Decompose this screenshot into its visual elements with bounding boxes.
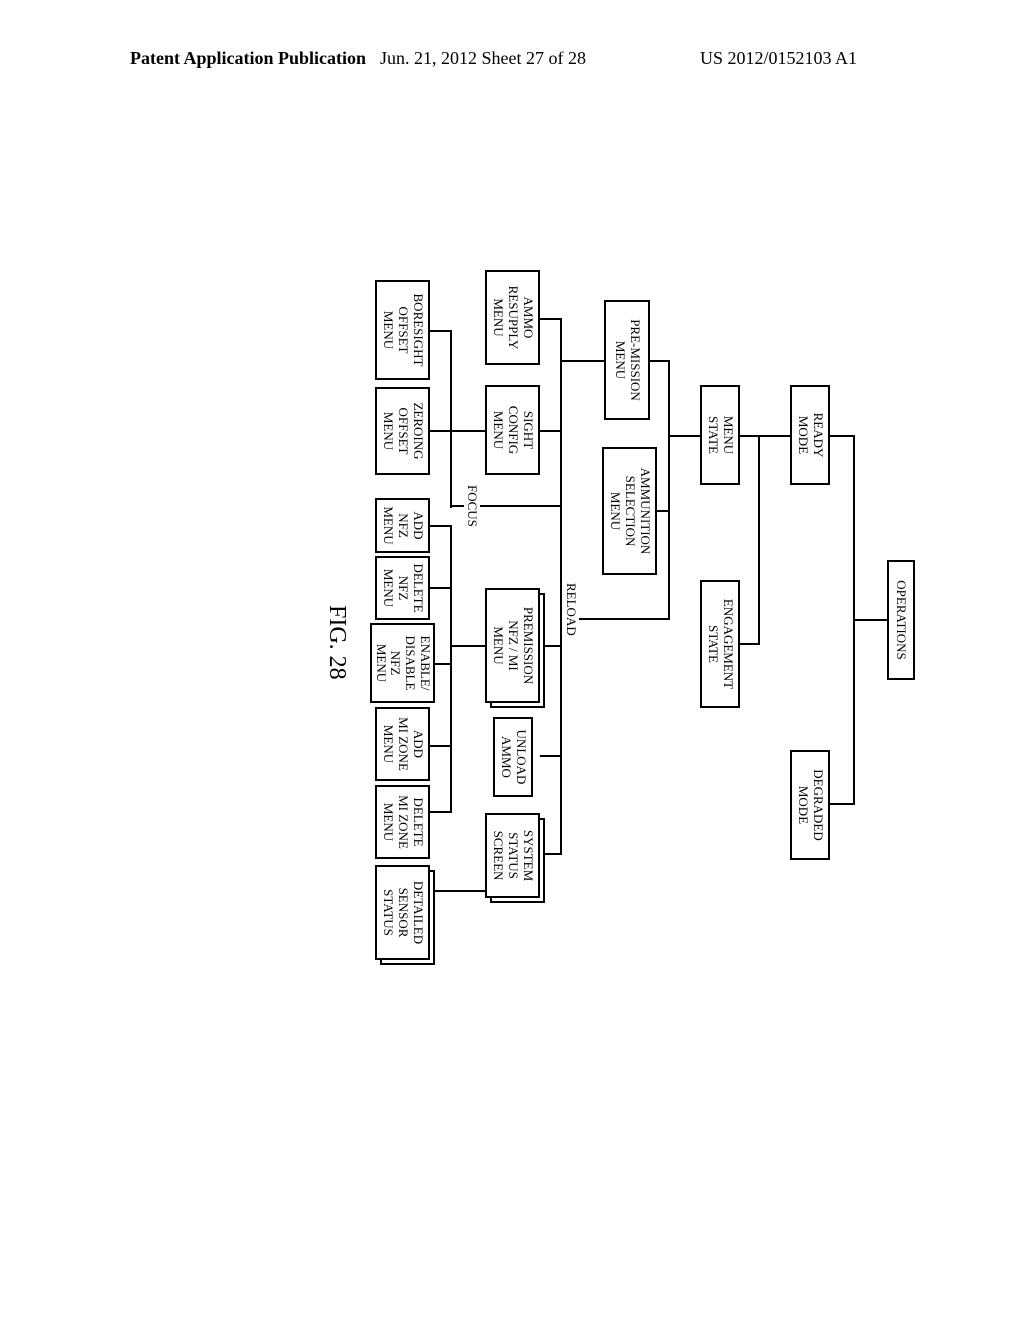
connector — [570, 618, 670, 620]
node-label: SIGHT CONFIG MENU — [490, 406, 535, 454]
node-label: ADD MI ZONE MENU — [380, 717, 425, 771]
connector — [430, 745, 452, 747]
node-label: ZEROING OFFSET MENU — [380, 402, 425, 459]
header-right: US 2012/0152103 A1 — [700, 48, 857, 69]
connector — [855, 619, 887, 621]
edge-label-focus: FOCUS — [464, 485, 480, 527]
node-ammo-selection-menu: AMMUNITION SELECTION MENU — [602, 447, 657, 575]
node-operations: OPERATIONS — [887, 560, 915, 680]
node-ammo-resupply: AMMO RESUPPLY MENU — [485, 270, 540, 365]
connector — [430, 430, 452, 432]
node-engagement-state: ENGAGEMENT STATE — [700, 580, 740, 708]
connector — [430, 330, 452, 332]
connector — [430, 811, 452, 813]
node-unload-ammo: UNLOAD AMMO — [493, 717, 533, 797]
connector — [452, 645, 485, 647]
figure-label: FIG. 28 — [323, 605, 350, 680]
node-add-mi-zone: ADD MI ZONE MENU — [375, 707, 430, 781]
node-label: ENABLE/ DISABLE NFZ MENU — [373, 636, 433, 691]
connector — [450, 330, 452, 508]
node-enable-disable-nfz: ENABLE/ DISABLE NFZ MENU — [370, 623, 435, 703]
header-center: Jun. 21, 2012 Sheet 27 of 28 — [380, 48, 586, 69]
node-delete-mi-zone: DELETE MI ZONE MENU — [375, 785, 430, 859]
connector — [452, 430, 485, 432]
connector — [668, 360, 670, 620]
node-sight-config: SIGHT CONFIG MENU — [485, 385, 540, 475]
node-delete-nfz: DELETE NFZ MENU — [375, 556, 430, 620]
connector — [430, 587, 452, 589]
connector — [450, 525, 452, 813]
node-label: BORESIGHT OFFSET MENU — [380, 294, 425, 367]
node-label: ADD NFZ MENU — [380, 506, 425, 544]
connector — [540, 430, 562, 432]
node-label: SYSTEM STATUS SCREEN — [490, 830, 535, 881]
node-label: UNLOAD AMMO — [498, 730, 528, 785]
connector — [540, 853, 562, 855]
node-boresight-offset: BORESIGHT OFFSET MENU — [375, 280, 430, 380]
node-degraded-mode: DEGRADED MODE — [790, 750, 830, 860]
node-label: AMMO RESUPPLY MENU — [490, 286, 535, 350]
connector — [562, 360, 604, 362]
node-label: ENGAGEMENT STATE — [705, 599, 735, 689]
node-label: PREMISSION NFZ / MI MENU — [490, 607, 535, 684]
node-detailed-sensor: DETAILED SENSOR STATUS — [375, 865, 430, 960]
connector — [853, 435, 855, 805]
connector — [830, 435, 855, 437]
connector — [740, 643, 760, 645]
connector — [760, 435, 790, 437]
connector — [758, 435, 760, 645]
connector — [430, 525, 452, 527]
connector — [540, 645, 562, 647]
node-label: DEGRADED MODE — [795, 769, 825, 841]
node-label: DELETE NFZ MENU — [380, 563, 425, 612]
header-left: Patent Application Publication — [130, 48, 366, 69]
node-label: MENU STATE — [705, 416, 735, 454]
node-ready-mode: READY MODE — [790, 385, 830, 485]
node-menu-state: MENU STATE — [700, 385, 740, 485]
edge-label-reload: RELOAD — [563, 583, 579, 636]
connector — [430, 890, 485, 892]
node-system-status: SYSTEM STATUS SCREEN — [485, 813, 540, 898]
connector — [740, 435, 760, 437]
node-premission-menu: PRE-MISSION MENU — [604, 300, 650, 420]
node-premission-nfz-mi: PREMISSION NFZ / MI MENU — [485, 588, 540, 703]
node-label: PRE-MISSION MENU — [612, 319, 642, 401]
node-add-nfz: ADD NFZ MENU — [375, 498, 430, 553]
tree-diagram: OPERATIONS READY MODE DEGRADED MODE MENU… — [65, 305, 915, 925]
connector — [540, 755, 562, 757]
connector — [650, 360, 670, 362]
node-label: READY MODE — [795, 413, 825, 458]
node-label: AMMUNITION SELECTION MENU — [607, 468, 652, 555]
connector — [560, 318, 562, 855]
node-zeroing-offset: ZEROING OFFSET MENU — [375, 387, 430, 475]
connector — [830, 803, 855, 805]
node-label: DETAILED SENSOR STATUS — [380, 881, 425, 944]
connector — [670, 435, 700, 437]
connector — [540, 318, 562, 320]
node-label: DELETE MI ZONE MENU — [380, 795, 425, 849]
node-label: OPERATIONS — [894, 580, 909, 659]
